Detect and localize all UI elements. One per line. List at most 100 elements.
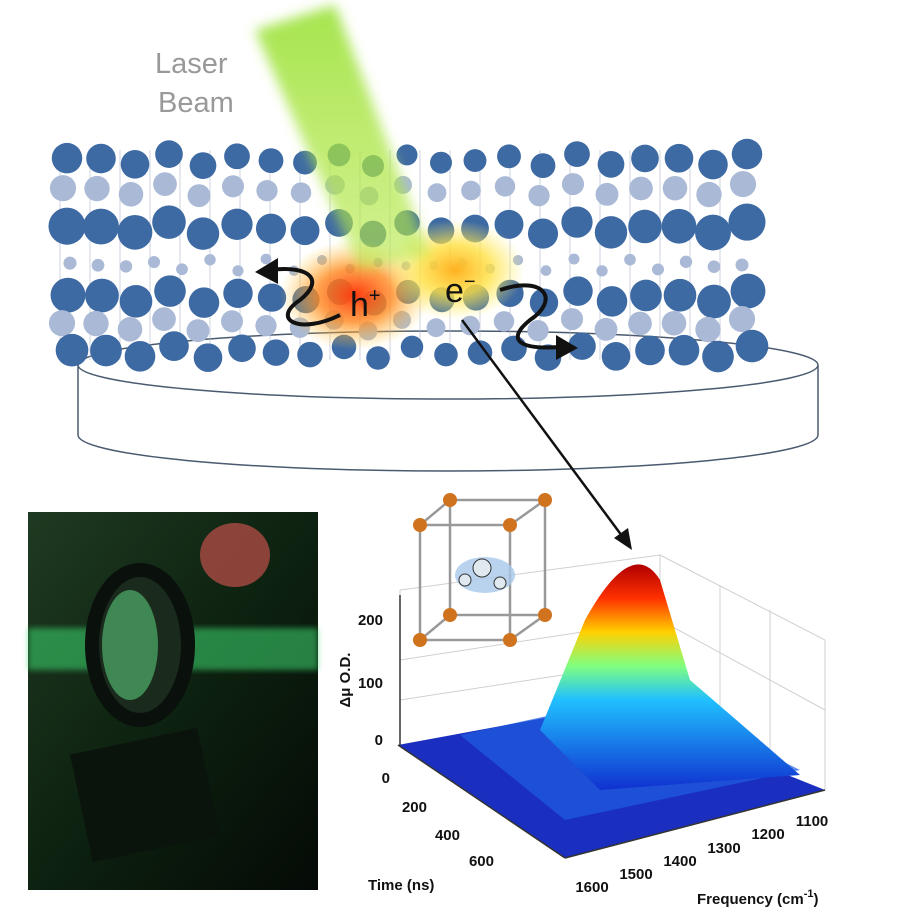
lattice-atom — [560, 308, 584, 331]
lattice-atom — [152, 307, 176, 331]
lattice-atom — [463, 149, 487, 173]
lattice-atom — [493, 311, 515, 332]
lattice-atom — [434, 342, 458, 367]
lattice-atom — [702, 340, 734, 373]
frequency-tick-label: 1400 — [663, 853, 696, 870]
lattice-atom — [568, 332, 596, 360]
lattice-atom — [735, 329, 769, 363]
lattice-atom — [729, 170, 757, 198]
lattice-atom — [55, 333, 89, 367]
label-sup: -1 — [804, 888, 814, 900]
lattice-atom — [494, 176, 516, 197]
lattice-atom — [396, 144, 418, 166]
lattice-atom — [601, 342, 631, 371]
lattice-atom — [695, 214, 731, 251]
lattice-atom — [90, 334, 122, 367]
electron-arrow — [499, 283, 561, 350]
lattice-atom — [568, 253, 580, 265]
laser-label: Laser — [155, 48, 228, 80]
frequency-tick-label: 1500 — [619, 866, 652, 883]
lattice-atom — [630, 279, 662, 312]
lattice-atom — [255, 315, 277, 337]
lattice-atom — [728, 203, 766, 241]
lattice-atom — [50, 277, 86, 313]
lattice-atom — [597, 151, 625, 178]
arrowhead — [556, 335, 578, 360]
arrowhead — [255, 258, 278, 284]
lattice-atom — [86, 143, 116, 174]
lattice-atom — [561, 173, 585, 196]
lattice-atom — [117, 214, 153, 250]
carrier-arrows — [255, 258, 578, 360]
lattice-atom — [119, 260, 133, 273]
y-tick-label: 200 — [358, 612, 383, 629]
lattice-atom — [223, 278, 253, 309]
frequency-tick-label: 1300 — [707, 840, 740, 857]
lattice-atom — [257, 283, 287, 312]
lattice-atom — [49, 175, 77, 202]
lattice-atom — [460, 315, 480, 336]
lattice-atom — [187, 184, 211, 208]
time-tick-label: 200 — [402, 799, 427, 816]
lattice-atom — [596, 265, 608, 277]
lattice-atom — [628, 311, 652, 336]
laser-label: Beam — [158, 87, 234, 119]
lattice-atom — [661, 208, 697, 244]
lattice-atom — [430, 151, 452, 174]
lattice-atom — [48, 310, 76, 337]
label-base: h — [350, 286, 369, 324]
lattice-atom — [730, 273, 766, 309]
grid-lines — [399, 554, 826, 760]
lattice-atom — [124, 340, 156, 372]
lattice-atom — [204, 254, 216, 266]
lattice-atom — [652, 263, 664, 276]
photo-post — [69, 727, 221, 863]
atom — [443, 608, 457, 622]
frequency-axis — [564, 789, 826, 859]
lattice-atom — [153, 172, 177, 196]
cube-inset — [413, 493, 552, 647]
lattice-atom — [661, 310, 687, 336]
lattice-atom — [193, 343, 223, 372]
lattice-atom — [262, 339, 290, 366]
photo-mirror — [200, 523, 270, 587]
lattice-atom — [501, 335, 527, 362]
lattice-atom — [221, 175, 245, 198]
atom — [503, 518, 517, 532]
lattice-atom — [118, 182, 144, 207]
lattice-atom — [255, 213, 287, 244]
label-sup: + — [369, 285, 381, 307]
lattice-atom — [594, 216, 628, 249]
photo — [28, 512, 318, 890]
lattice-atom — [696, 181, 722, 208]
lattice-atom — [83, 310, 109, 337]
arrowhead — [614, 528, 632, 550]
lattice-atom — [224, 143, 250, 170]
hole-arrow — [269, 267, 341, 327]
lattice-atom — [297, 341, 323, 368]
photo-lens — [102, 590, 158, 700]
lattice-atom — [664, 143, 694, 173]
plot-labels: Δμ O.D. Time (ns) Frequency (cm-1) 0 100 2… — [337, 612, 828, 908]
lattice-atom — [48, 207, 86, 245]
lattice-atom — [120, 150, 150, 179]
lattice-atom — [256, 180, 278, 202]
lattice-atom — [400, 335, 424, 359]
lattice-atom — [629, 176, 653, 201]
y-tick-label: 0 — [375, 732, 383, 749]
lattice-atom — [534, 344, 562, 371]
lattice-atom — [63, 256, 77, 270]
lattice-atom — [228, 334, 256, 363]
lattice-atom — [540, 265, 552, 276]
lattice-atom — [91, 258, 105, 272]
lattice-atom — [728, 305, 756, 333]
lattice-atom — [527, 319, 549, 342]
lattice-atom — [467, 340, 493, 365]
lattice-atom — [427, 183, 447, 203]
lattice-atom — [527, 218, 559, 249]
lattice-atom — [117, 317, 143, 342]
lattice-atom — [220, 310, 244, 333]
lattice-atom — [697, 284, 731, 319]
